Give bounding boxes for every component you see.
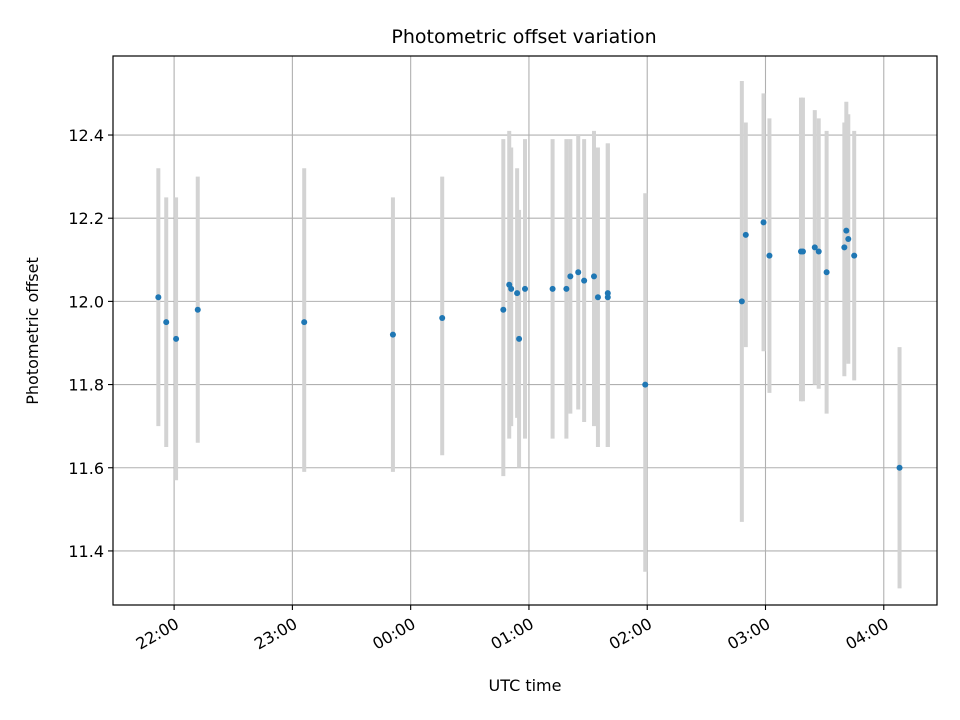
- data-point: [516, 335, 523, 342]
- y-tick-label: 11.8: [68, 376, 104, 395]
- data-point: [851, 252, 858, 259]
- y-tick-label: 11.4: [68, 542, 104, 561]
- data-point: [604, 290, 611, 297]
- data-point: [843, 227, 850, 234]
- x-tick-label: 02:00: [606, 614, 655, 654]
- x-tick-label: 01:00: [488, 614, 537, 654]
- data-points: [155, 219, 903, 471]
- data-point: [823, 269, 830, 276]
- y-axis-label: Photometric offset: [23, 257, 42, 405]
- data-point: [815, 248, 822, 255]
- y-tick-label: 12.2: [68, 209, 104, 228]
- data-point: [581, 277, 588, 284]
- x-tick-label: 22:00: [133, 614, 182, 654]
- x-tick-label: 23:00: [251, 614, 300, 654]
- data-point: [549, 285, 556, 292]
- data-point: [799, 248, 806, 255]
- data-point: [742, 231, 749, 238]
- x-axis-label: UTC time: [489, 676, 562, 695]
- x-axis-ticks: 22:00 23:00 00:00 01:00 02:00 03:00 04:00: [133, 605, 892, 654]
- data-point: [766, 252, 773, 259]
- y-tick-label: 12.0: [68, 292, 104, 311]
- data-point: [604, 294, 611, 301]
- y-tick-label: 11.6: [68, 459, 104, 478]
- data-point: [500, 306, 507, 313]
- data-point: [508, 285, 515, 292]
- data-point: [590, 273, 597, 280]
- y-tick-label: 12.4: [68, 126, 104, 145]
- data-point: [389, 331, 396, 338]
- data-point: [439, 315, 446, 322]
- data-point: [567, 273, 574, 280]
- data-point: [563, 285, 570, 292]
- data-point: [575, 269, 582, 276]
- data-point: [155, 294, 162, 301]
- y-axis-ticks: 11.4 11.6 11.8 12.0 12.2 12.4: [68, 126, 113, 561]
- data-point: [845, 236, 852, 242]
- chart-title: Photometric offset variation: [391, 26, 656, 48]
- data-point: [642, 381, 649, 388]
- x-tick-label: 00:00: [369, 614, 418, 654]
- data-point: [173, 335, 180, 342]
- data-point: [760, 219, 767, 226]
- data-point: [738, 298, 745, 305]
- data-point: [594, 294, 601, 301]
- x-tick-label: 03:00: [724, 614, 773, 654]
- plot-area-frame: [112, 55, 938, 606]
- data-point: [514, 290, 521, 297]
- data-point: [522, 285, 528, 292]
- data-point: [811, 244, 818, 251]
- data-point: [194, 306, 201, 313]
- data-point: [301, 319, 308, 326]
- data-point: [841, 244, 848, 251]
- x-tick-label: 04:00: [842, 614, 891, 654]
- data-point: [896, 464, 903, 471]
- data-point: [163, 319, 170, 326]
